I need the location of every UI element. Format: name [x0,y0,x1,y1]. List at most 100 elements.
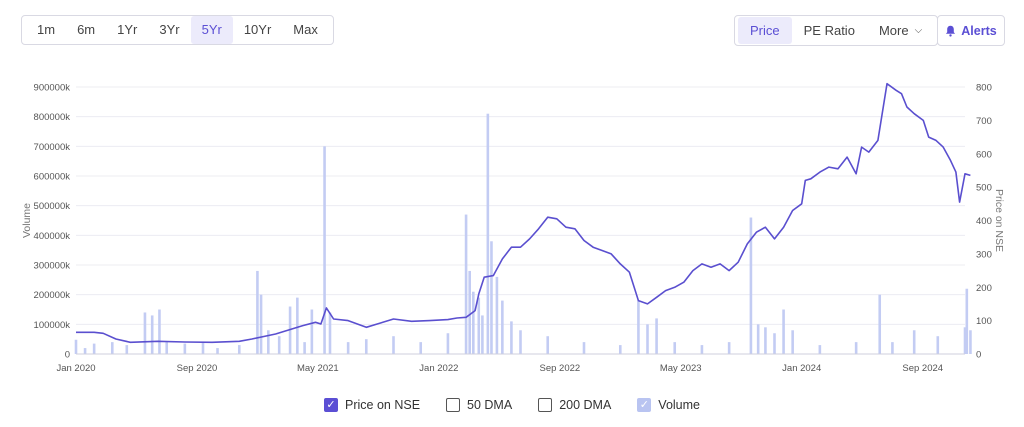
volume-bar [259,294,263,354]
volume-bar [519,330,522,354]
range-button-6m[interactable]: 6m [77,22,96,37]
x-tick-label: Sep 2022 [540,363,581,374]
volume-bar [486,113,490,354]
left-tick-label: 0 [65,350,70,361]
left-tick-label: 200000k [34,290,71,301]
volume-bar [346,342,350,354]
volume-bar [655,318,658,354]
volume-bar [277,336,281,354]
right-tick-label: 400 [976,216,992,227]
range-button-3yr[interactable]: 3Yr [159,22,180,37]
volume-bar [727,342,731,354]
volume-bar [464,214,468,354]
alerts-button[interactable]: Alerts [937,15,1005,46]
right-tick-label: 100 [976,316,992,327]
x-tick-label: Jan 2022 [419,363,458,374]
volume-bar [818,345,822,354]
volume-bar [756,324,760,354]
volume-bar [854,342,858,354]
volume-bar [969,330,972,354]
legend-volume[interactable]: ✓ Volume [637,398,700,412]
volume-bar [110,342,114,354]
range-button-1yr[interactable]: 1Yr [117,22,138,37]
volume-bar [83,348,87,354]
volume-bar [158,309,161,354]
volume-bar [392,336,395,354]
checkbox-unchecked-icon [538,398,553,412]
right-tick-label: 800 [976,83,992,94]
legend-price-label: Price on NSE [345,398,421,412]
volume-bar [216,348,219,354]
volume-bar [495,276,499,354]
volume-bar [546,336,550,354]
volume-bar [963,327,967,354]
volume-bar [267,330,270,354]
volume-bar [364,339,368,354]
right-tick-label: 0 [976,350,981,361]
checkbox-unchecked-icon [446,398,461,412]
volume-bar [510,321,513,354]
x-tick-label: May 2023 [660,363,702,374]
volume-bar [328,312,332,354]
range-button-max[interactable]: Max [293,22,318,37]
volume-bar [477,297,481,354]
volume-bar [468,270,471,354]
volume-bar [673,342,677,354]
legend-price[interactable]: ✓ Price on NSE [324,398,420,412]
legend-50dma-label: 50 DMA [467,398,513,412]
volume-bar [201,342,205,354]
volume-bar [791,330,794,354]
volume-bar [582,342,586,354]
volume-bar [936,336,940,354]
left-tick-label: 500000k [34,201,71,212]
legend-50dma[interactable]: 50 DMA [446,398,512,412]
right-tick-label: 200 [976,283,992,294]
price-line [76,82,971,344]
right-tick-label: 300 [976,249,992,260]
volume-bar [773,333,776,354]
volume-bar [965,288,969,354]
volume-bar [143,312,147,354]
right-tick-label: 500 [976,183,992,194]
x-tick-label: Jan 2020 [56,363,95,374]
volume-bar [782,309,785,354]
more-label: More [878,23,909,38]
left-tick-label: 100000k [34,320,71,331]
more-dropdown[interactable]: More ⌵ [867,17,934,44]
range-button-5yr[interactable]: 5Yr [190,16,233,44]
bell-icon [946,25,956,37]
chart-legend: ✓ Price on NSE 50 DMA 200 DMA ✓ Volume [0,398,1024,412]
alerts-label: Alerts [961,23,997,38]
x-tick-label: Sep 2024 [902,363,943,374]
volume-bar [700,345,704,354]
volume-bar [165,342,169,354]
legend-200dma[interactable]: 200 DMA [538,398,611,412]
volume-bar [637,300,640,354]
price-tab[interactable]: Price [738,17,792,44]
checkbox-checked-icon: ✓ [324,398,338,412]
volume-bar [310,309,314,354]
x-tick-label: Jan 2024 [782,363,821,374]
metric-selector: Price PE Ratio More ⌵ [734,15,939,46]
legend-volume-label: Volume [658,398,700,412]
price-volume-chart: 0100000k200000k300000k400000k500000k6000… [21,82,1005,375]
volume-bar [490,241,493,354]
left-axis-label: Volume [21,203,33,238]
left-tick-label: 800000k [34,112,71,123]
chevron-down-icon: ⌵ [914,25,923,36]
volume-bar [501,300,504,354]
volume-bar [74,339,78,354]
right-tick-label: 700 [976,116,992,127]
range-button-1m[interactable]: 1m [37,22,56,37]
x-tick-label: May 2021 [297,363,339,374]
volume-bar [256,270,259,354]
volume-bar [618,345,622,354]
left-tick-label: 900000k [34,83,71,94]
range-button-10yr[interactable]: 10Yr [243,22,272,37]
checkbox-checked-icon: ✓ [637,398,652,412]
volume-bar [92,343,96,354]
pe-ratio-tab[interactable]: PE Ratio [803,23,855,38]
left-tick-label: 400000k [34,231,71,242]
legend-200dma-label: 200 DMA [559,398,612,412]
volume-bar [481,315,484,354]
